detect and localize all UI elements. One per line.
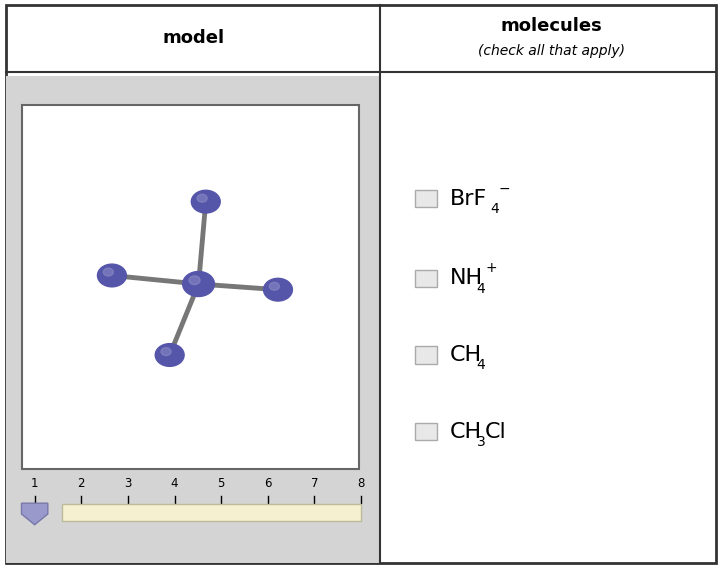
Text: (check all that apply): (check all that apply) xyxy=(478,44,625,57)
Text: BrF: BrF xyxy=(450,189,487,209)
Circle shape xyxy=(191,190,220,213)
Circle shape xyxy=(264,278,292,301)
Circle shape xyxy=(269,282,279,290)
Text: 2: 2 xyxy=(77,477,85,490)
Text: 5: 5 xyxy=(217,477,225,490)
FancyBboxPatch shape xyxy=(415,346,437,364)
Text: 3: 3 xyxy=(124,477,131,490)
FancyBboxPatch shape xyxy=(415,190,437,207)
Text: CH: CH xyxy=(450,421,482,442)
Circle shape xyxy=(189,276,200,285)
Circle shape xyxy=(183,272,214,296)
Circle shape xyxy=(103,268,113,276)
FancyBboxPatch shape xyxy=(415,270,437,287)
Text: 4: 4 xyxy=(477,358,486,372)
Circle shape xyxy=(161,348,171,356)
Text: NH: NH xyxy=(450,268,483,289)
Text: 1: 1 xyxy=(31,477,38,490)
Text: model: model xyxy=(162,29,225,47)
Polygon shape xyxy=(22,503,48,525)
FancyBboxPatch shape xyxy=(6,76,380,563)
Text: 4: 4 xyxy=(477,282,486,295)
Text: 7: 7 xyxy=(310,477,318,490)
Circle shape xyxy=(197,194,207,202)
Text: +: + xyxy=(485,261,497,275)
Circle shape xyxy=(97,264,126,287)
Text: 4: 4 xyxy=(171,477,178,490)
FancyBboxPatch shape xyxy=(22,105,359,469)
Text: 3: 3 xyxy=(477,435,486,449)
Text: 4: 4 xyxy=(490,202,499,216)
Text: 8: 8 xyxy=(357,477,365,490)
Text: 6: 6 xyxy=(264,477,271,490)
Text: molecules: molecules xyxy=(500,16,602,35)
Text: Cl: Cl xyxy=(485,421,507,442)
FancyBboxPatch shape xyxy=(415,423,437,440)
Text: −: − xyxy=(499,182,510,195)
Circle shape xyxy=(155,344,184,366)
Text: CH: CH xyxy=(450,345,482,365)
FancyBboxPatch shape xyxy=(62,504,361,521)
FancyBboxPatch shape xyxy=(6,5,716,563)
